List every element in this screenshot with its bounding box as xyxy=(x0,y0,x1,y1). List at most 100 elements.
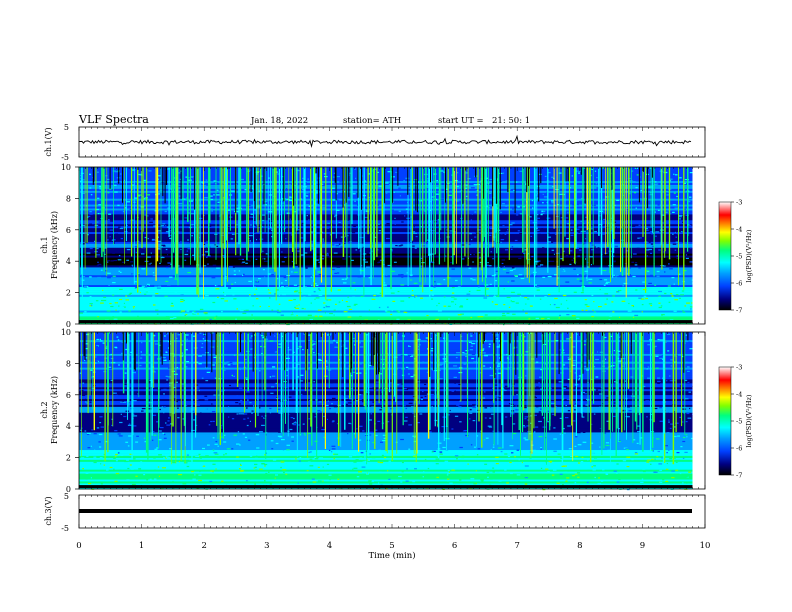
ch2-spec-speckle xyxy=(682,457,685,459)
ch1-spec-speckle xyxy=(269,220,273,222)
ch2-spec-speckle xyxy=(355,400,358,402)
ch1-spec-speckle xyxy=(539,298,542,300)
ch2-spec-speckle xyxy=(486,471,490,473)
ch1-spec-speckle xyxy=(285,238,287,240)
ch2-spec-speckle xyxy=(622,410,626,412)
ch1-spec-speckle xyxy=(658,295,661,297)
ch2-spec-speckle xyxy=(650,363,653,365)
ch1-spec-speckle xyxy=(415,295,417,297)
ch1-spec-speckle xyxy=(470,316,473,319)
ch2-spec-speckle xyxy=(448,415,452,417)
ch2-spec-speckle xyxy=(430,338,432,340)
ch2-spec-speckle xyxy=(349,452,351,454)
ch1-spec-speckle xyxy=(635,207,637,209)
ch1-spec-speckle xyxy=(470,219,472,221)
ch2-spec-speckle xyxy=(545,476,549,478)
ch1-spec-speckle xyxy=(241,258,244,260)
ch2-spec-speckle xyxy=(220,390,223,392)
ch1-spec-speckle xyxy=(594,246,596,248)
ch2-spec-speckle xyxy=(682,440,686,443)
ch2-spec-speckle xyxy=(192,478,196,480)
ch2-spec-speckle xyxy=(115,472,120,475)
ch1-spec-speckle xyxy=(281,282,283,284)
ch2-spec-speckle xyxy=(195,487,200,489)
ch1-spec-speckle xyxy=(256,280,258,282)
ch1-spec-speckle xyxy=(467,178,471,180)
ch1-spec-speckle xyxy=(409,228,412,230)
ch1-spec-speckle xyxy=(157,175,161,177)
ch2-spec-speckle xyxy=(244,377,249,379)
ch1-spec-speckle xyxy=(297,209,301,211)
ch1-spec-speckle xyxy=(616,291,620,293)
ch2-spec-speckle xyxy=(470,345,473,347)
ch2-spec-speckle xyxy=(189,459,192,461)
ch2-spec-speckle xyxy=(413,455,417,457)
ch2-spec-speckle xyxy=(665,361,668,364)
ch1-spec-speckle xyxy=(490,251,492,253)
ch2-spec-speckle xyxy=(405,416,408,418)
ch1-spec-speckle xyxy=(510,300,512,302)
ch1-spec-speckle xyxy=(541,303,545,305)
ch1-spec-speckle xyxy=(641,311,643,313)
ch1-spec-speckle xyxy=(206,240,209,242)
ch2-spec-speckle xyxy=(215,468,217,470)
ch1-spec-speckle xyxy=(332,181,334,183)
ch1-spec-speckle xyxy=(285,282,290,285)
ch1-spec-speckle xyxy=(139,270,143,273)
ch1-spec-speckle xyxy=(236,211,240,213)
ch1-spec-speckle xyxy=(551,202,555,204)
ch1-spec-speckle xyxy=(185,176,189,178)
ch1-spec-speckle xyxy=(365,210,370,212)
ch1-spec-speckle xyxy=(319,303,322,305)
ch1-spec-speckle xyxy=(105,270,108,272)
ch1-spec-speckle xyxy=(205,251,209,253)
ch1-spec-speckle xyxy=(322,238,324,240)
ch1-spec-speckle xyxy=(401,221,404,223)
ch2-spec-speckle xyxy=(396,384,400,386)
ch1-spec-speckle xyxy=(648,282,652,284)
ch1-spec-speckle xyxy=(448,318,450,320)
ch2-spec-speckle xyxy=(217,344,222,346)
ch2-spec-speckle xyxy=(206,371,211,373)
ch2-spec-speckle xyxy=(184,349,188,351)
ch1-spec-speckle xyxy=(549,304,551,306)
ch2-spec-speckle xyxy=(416,381,421,383)
ch1-spec-speckle xyxy=(443,296,446,298)
ch1-spec-speckle xyxy=(316,203,319,205)
ch2-spec-speckle xyxy=(509,454,512,456)
ch1-spec-speckle xyxy=(268,292,272,294)
ch1-spec-speckle xyxy=(169,237,172,240)
ch2-spec-speckle xyxy=(374,429,377,431)
ch2-spec-speckle xyxy=(244,436,248,438)
ch1-spec-speckle xyxy=(572,204,575,206)
ch2-spec-speckle xyxy=(372,401,375,403)
ch2-spec-speckle xyxy=(167,457,171,459)
ch1-spec-speckle xyxy=(305,192,309,194)
ch1-spec-speckle xyxy=(524,183,527,185)
ch1-spec-speckle xyxy=(305,194,307,196)
ch1-spec-speckle xyxy=(253,231,256,233)
ch2-spec-speckle xyxy=(679,416,681,418)
ch1-spec-speckle xyxy=(635,289,638,291)
ch1-spec-band xyxy=(79,192,693,195)
ch1-spec-speckle xyxy=(672,211,675,213)
ch2-spec-speckle xyxy=(577,379,580,381)
ch2-spec-speckle xyxy=(217,445,219,447)
ch2-spec-speckle xyxy=(605,444,610,447)
ch2-spec-speckle xyxy=(575,455,579,457)
ch1-spec-speckle xyxy=(529,273,531,276)
ch2-spec-speckle xyxy=(163,359,167,361)
ch2-spec-speckle xyxy=(518,459,521,461)
ch1-spec-speckle xyxy=(225,301,229,303)
ch1-spec-speckle xyxy=(634,264,638,266)
ch2-spec-speckle xyxy=(247,399,249,401)
ch1-spec-speckle xyxy=(333,172,335,174)
ch1-spec-speckle xyxy=(604,303,607,305)
ch2-spec-speckle xyxy=(403,405,406,407)
ch1-spec-band xyxy=(79,206,693,209)
ch2-spec-speckle xyxy=(686,399,689,401)
ch2-spec-speckle xyxy=(687,381,690,383)
ch2-spec-speckle xyxy=(289,428,293,431)
ch2-spec-speckle xyxy=(196,404,200,406)
ch2-spec-speckle xyxy=(410,355,414,357)
